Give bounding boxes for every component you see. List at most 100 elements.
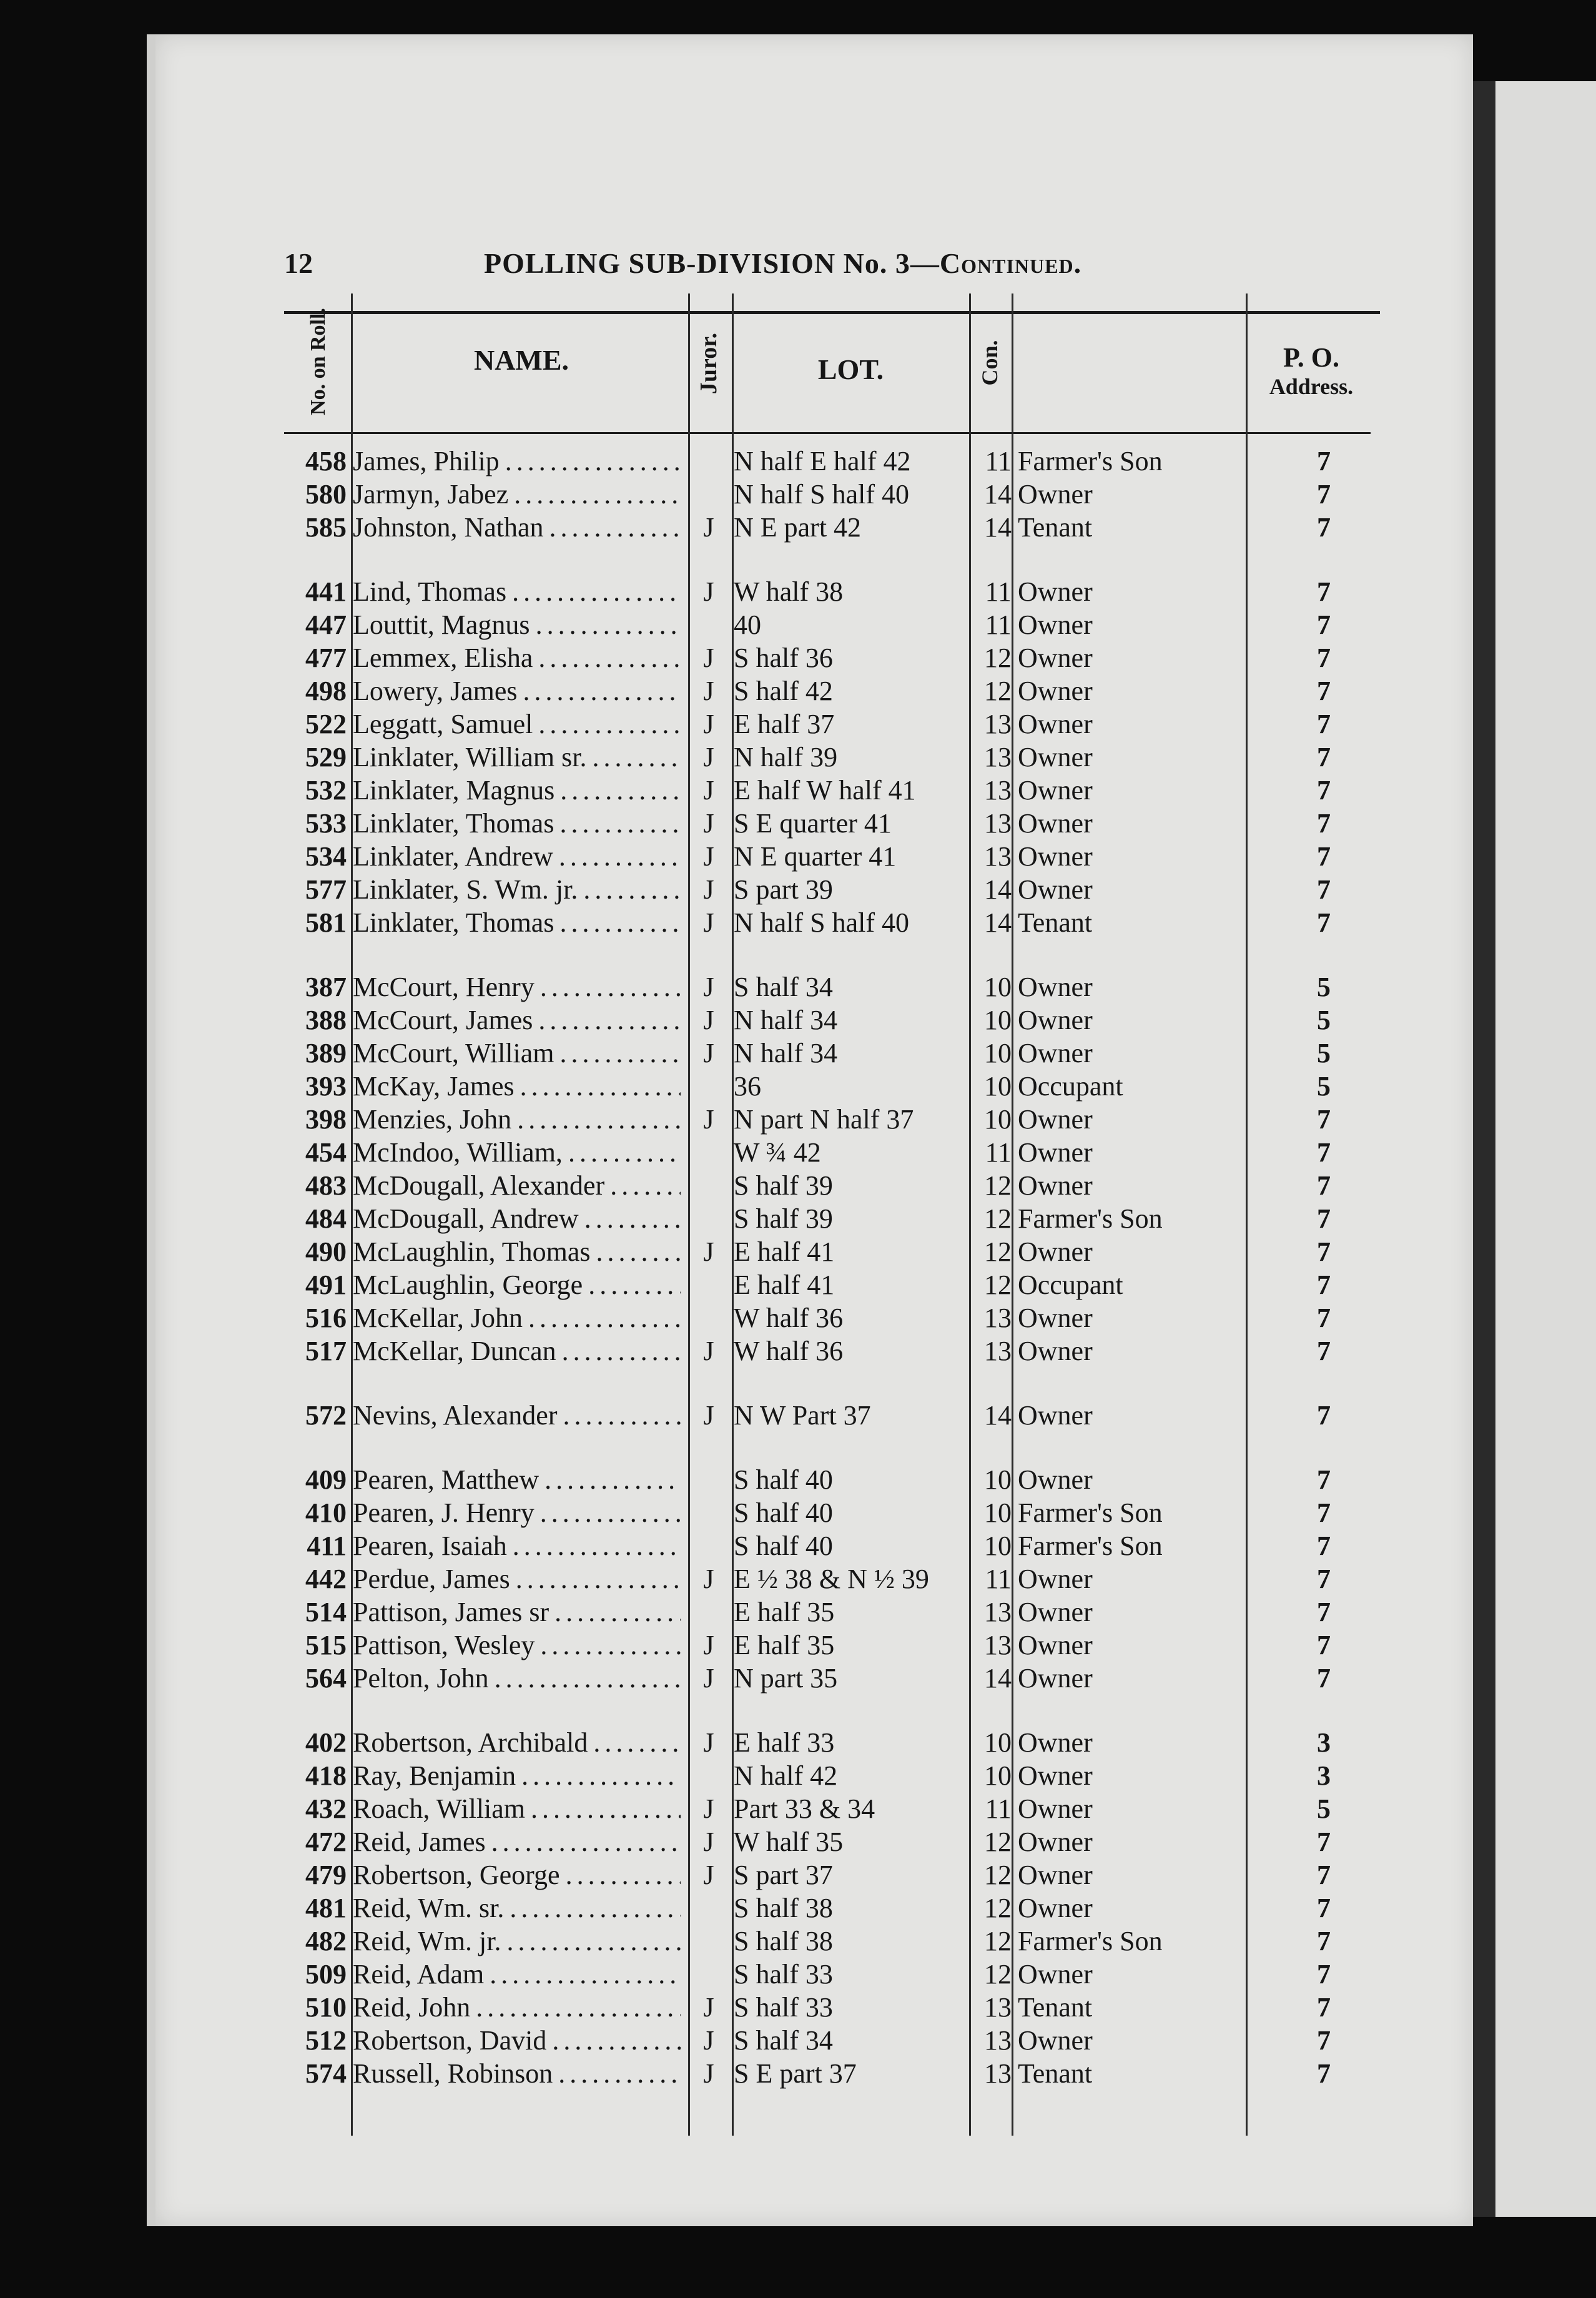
- voter-name: Menzies, John: [353, 1103, 681, 1136]
- juror-mark: J: [703, 972, 714, 1002]
- po-address: 7: [1317, 775, 1331, 806]
- occupation: Farmer's Son: [1018, 1531, 1163, 1561]
- po-address: 7: [1317, 1400, 1331, 1431]
- po-address: 7: [1317, 643, 1331, 673]
- occupation: Owner: [1018, 1303, 1093, 1333]
- juror-mark: J: [703, 1336, 714, 1366]
- lot: N half 39: [734, 742, 838, 772]
- po-address: 7: [1317, 1104, 1331, 1135]
- lot: E half 33: [734, 1727, 835, 1758]
- roll-number: 509: [305, 1959, 347, 1990]
- occupation: Owner: [1018, 676, 1093, 706]
- roll-number: 516: [305, 1303, 347, 1333]
- roll-number: 533: [305, 808, 347, 839]
- column-divider: [351, 293, 353, 2136]
- column-divider: [732, 293, 734, 2136]
- voter-name: Pattison, Wesley: [353, 1629, 681, 1662]
- concession: 12: [984, 1203, 1012, 1234]
- lot: S half 33: [734, 1959, 833, 1990]
- voter-name: Linklater, Magnus: [353, 774, 681, 807]
- occupation: Owner: [1018, 1893, 1093, 1923]
- juror-mark: J: [703, 1104, 714, 1135]
- voter-name: McKay, James: [353, 1070, 681, 1103]
- po-address: 7: [1317, 1992, 1331, 2023]
- occupation: Farmer's Son: [1018, 1203, 1163, 1234]
- col-header-juror: Juror.: [696, 332, 722, 395]
- occupation: Owner: [1018, 2025, 1093, 2056]
- lot: N W Part 37: [734, 1400, 871, 1431]
- roll-number: 388: [305, 1005, 347, 1035]
- concession: 12: [984, 1170, 1012, 1201]
- juror-mark: J: [703, 643, 714, 673]
- juror-mark: J: [703, 1992, 714, 2023]
- lot: S half 42: [734, 676, 833, 706]
- juror-mark: J: [703, 1663, 714, 1694]
- concession: 14: [984, 1663, 1012, 1694]
- concession: 12: [984, 1860, 1012, 1890]
- lot: N part 35: [734, 1663, 838, 1694]
- concession: 14: [984, 907, 1012, 938]
- voter-name: Nevins, Alexander: [353, 1399, 681, 1432]
- juror-mark: J: [703, 1860, 714, 1890]
- occupation: Owner: [1018, 479, 1093, 510]
- occupation: Tenant: [1018, 512, 1093, 543]
- lot: S half 36: [734, 643, 833, 673]
- roll-number: 581: [305, 907, 347, 938]
- address-label: Address.: [1269, 374, 1354, 399]
- occupation: Owner: [1018, 1793, 1093, 1824]
- occupation: Owner: [1018, 1564, 1093, 1594]
- roll-number: 490: [305, 1236, 347, 1267]
- voter-name: Perdue, James: [353, 1562, 681, 1595]
- roll-number: 512: [305, 2025, 347, 2056]
- po-address: 7: [1317, 609, 1331, 640]
- lot: N half S half 40: [734, 479, 910, 510]
- po-address: 3: [1317, 1727, 1331, 1758]
- juror-mark: J: [703, 1400, 714, 1431]
- facing-page-edge: [1495, 81, 1596, 2217]
- voter-name: Jarmyn, Jabez: [353, 478, 681, 511]
- roll-number: 393: [305, 1071, 347, 1102]
- occupation: Owner: [1018, 1236, 1093, 1267]
- po-address: 7: [1317, 1270, 1331, 1300]
- occupation: Owner: [1018, 709, 1093, 739]
- concession: 13: [984, 841, 1012, 872]
- concession: 11: [985, 1793, 1012, 1824]
- lot: S part 37: [734, 1860, 833, 1890]
- concession: 11: [985, 576, 1012, 607]
- voter-name: McKellar, Duncan: [353, 1334, 681, 1368]
- roll-number: 458: [305, 446, 347, 476]
- roll-number: 418: [305, 1760, 347, 1791]
- lot: S half 40: [734, 1497, 833, 1528]
- col-header-lot: LOT.: [817, 353, 884, 385]
- po-address: 7: [1317, 1893, 1331, 1923]
- po-address: 7: [1317, 1137, 1331, 1168]
- occupation: Owner: [1018, 1760, 1093, 1791]
- concession: 13: [984, 1630, 1012, 1660]
- concession: 12: [984, 1236, 1012, 1267]
- juror-mark: J: [703, 1727, 714, 1758]
- voter-name: Reid, John: [353, 1991, 681, 2024]
- col-header-con: Con.: [977, 340, 1002, 386]
- po-address: 5: [1317, 1005, 1331, 1035]
- concession: 12: [984, 676, 1012, 706]
- juror-mark: J: [703, 841, 714, 872]
